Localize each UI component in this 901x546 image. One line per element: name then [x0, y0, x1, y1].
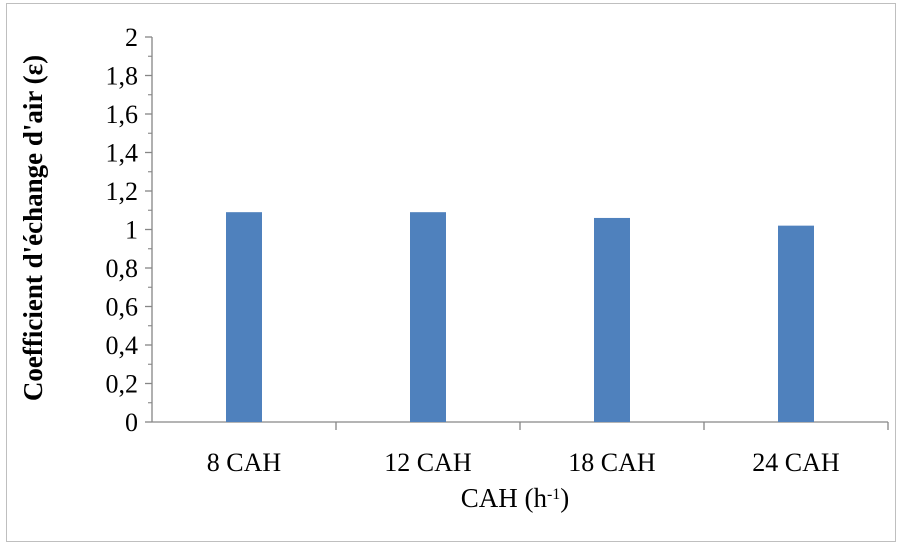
- x-tick-label: 8 CAH: [207, 448, 282, 477]
- x-axis-title: CAH (h-1): [461, 483, 570, 513]
- x-tick-label: 12 CAH: [384, 448, 472, 477]
- bar: [778, 226, 814, 422]
- x-axis-title-close: ): [560, 483, 569, 513]
- x-axis-title-base: CAH (h: [461, 483, 548, 513]
- y-tick-label: 1,2: [106, 177, 139, 206]
- bar: [594, 218, 630, 422]
- bars: [226, 212, 814, 422]
- bar: [410, 212, 446, 422]
- bar: [226, 212, 262, 422]
- y-tick-label: 1,4: [106, 139, 139, 168]
- y-tick-label: 1,6: [106, 100, 139, 129]
- y-tick-label: 0,6: [106, 293, 139, 322]
- y-tick-label: 0,2: [106, 370, 139, 399]
- y-tick-label: 0,4: [106, 331, 139, 360]
- x-tick-label: 18 CAH: [568, 448, 656, 477]
- y-tick-label: 0,8: [106, 254, 139, 283]
- y-tick-label: 1: [125, 216, 138, 245]
- y-tick-label: 2: [125, 23, 138, 52]
- x-tick-label: 24 CAH: [752, 448, 840, 477]
- x-axis-title-superscript: -1: [547, 486, 560, 503]
- x-axis: 8 CAH 12 CAH 18 CAH 24 CAH: [152, 422, 888, 477]
- y-tick-label: 0: [125, 408, 138, 437]
- y-axis-title: Coefficient d'échange d'air (ε): [18, 55, 48, 401]
- y-tick-label: 1,8: [106, 62, 139, 91]
- y-axis: 0 0,2 0,4 0,6 0,8 1 1,2 1,4 1,6 1,8 2: [106, 23, 153, 437]
